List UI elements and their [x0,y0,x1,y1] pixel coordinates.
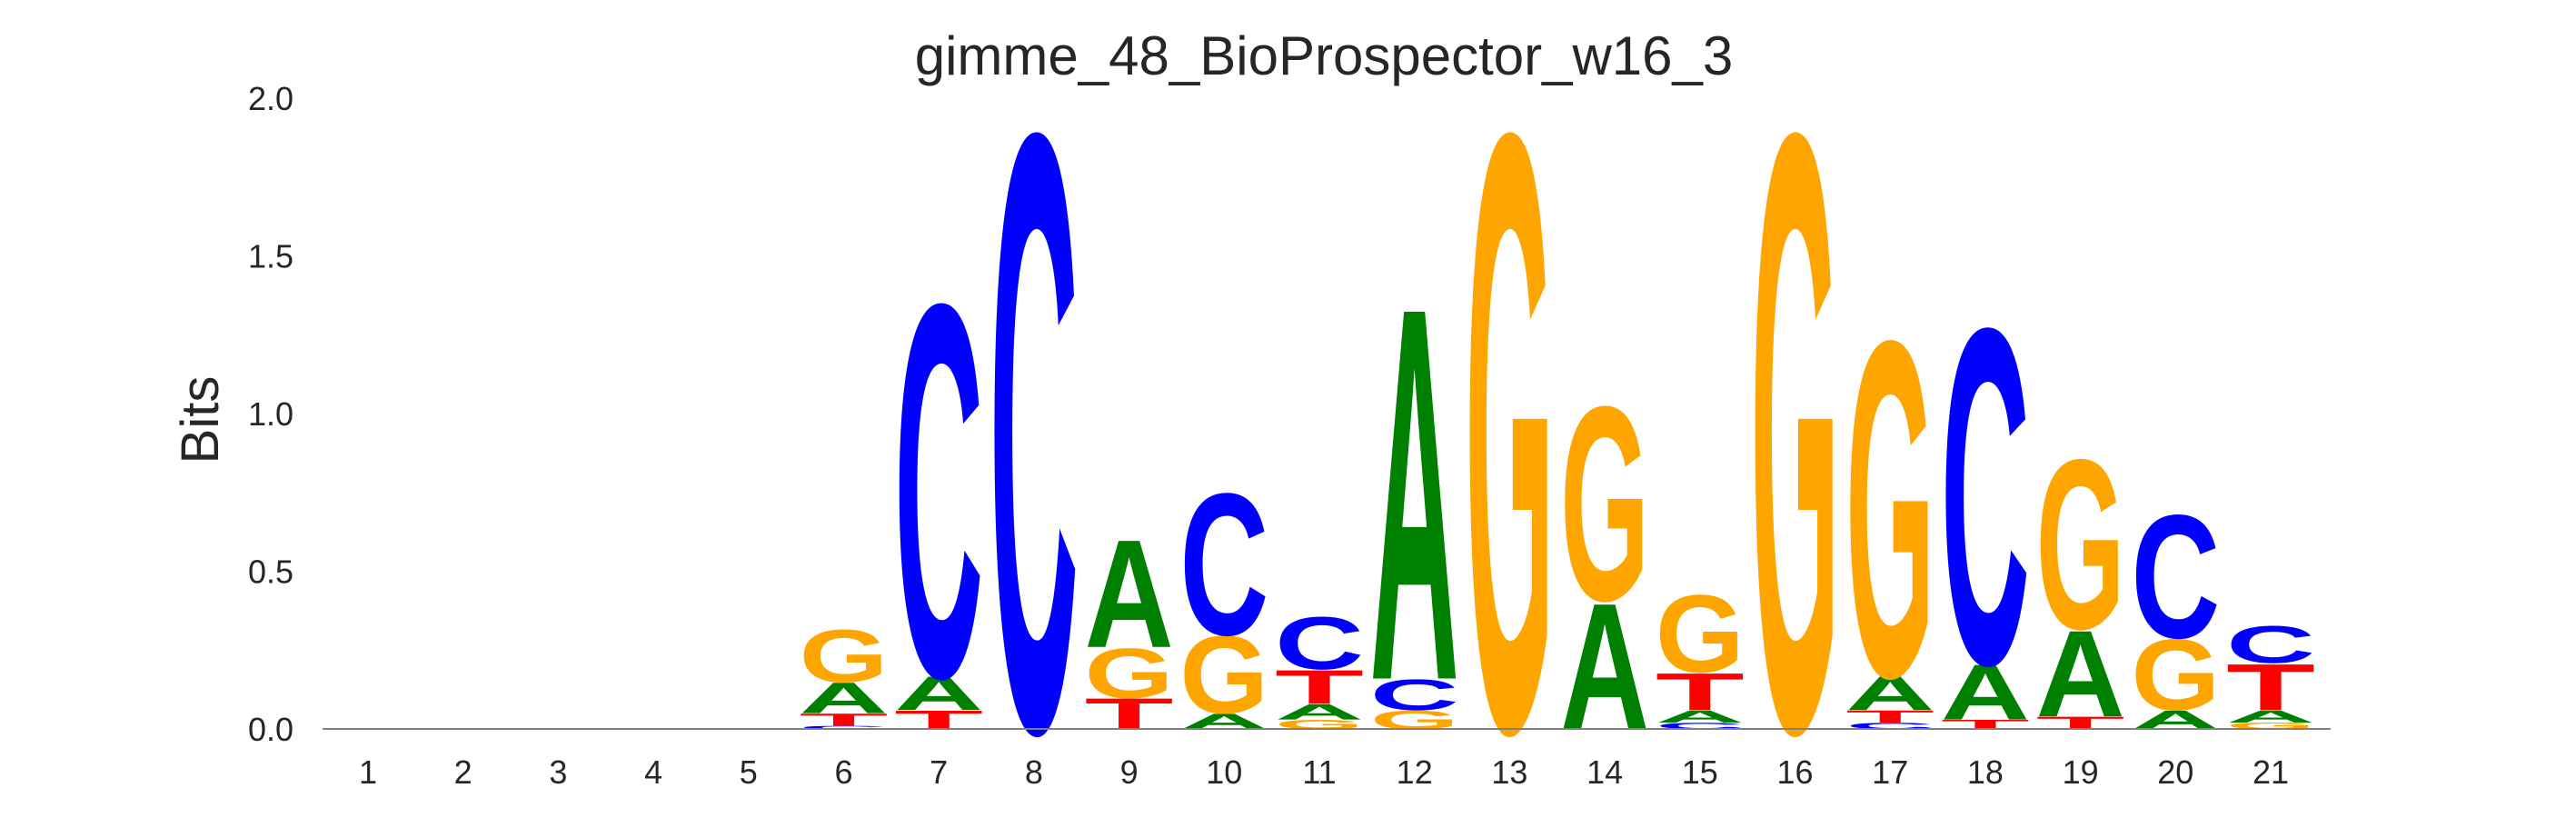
x-tick-label: 5 [740,753,758,791]
logo-letter-t: T [1085,690,1174,739]
x-tick-label: 3 [549,753,567,791]
logo-letter-a: A [1845,666,1934,720]
logo-letter-c: C [2226,615,2315,674]
logo-letter-g: G [1085,634,1174,713]
x-tick-label: 17 [1872,753,1908,791]
x-tick-label: 13 [1491,753,1527,791]
x-tick-label: 7 [930,753,948,791]
logo-letter-c: C [1179,452,1268,678]
x-tick-label: 4 [644,753,662,791]
x-tick-label: 10 [1206,753,1242,791]
y-tick-label: 1.0 [248,395,293,433]
y-axis-label: Bits [171,376,230,464]
logo-letter-g: G [2036,410,2125,681]
logo-letter-g: G [1560,350,1649,659]
x-tick-label: 9 [1120,753,1139,791]
x-tick-label: 19 [2063,753,2099,791]
x-tick-label: 1 [359,753,377,791]
logo-letter-g: G [1465,0,1554,818]
x-tick-label: 6 [834,753,852,791]
x-tick-label: 8 [1025,753,1043,791]
logo-column: G [1465,0,1554,818]
logo-letter-a: A [1941,649,2030,737]
logo-letter-t: T [800,710,889,730]
x-axis-ticks: 1 2 3 4 5 6 7 8 9 10 11 12 13 14 15 16 17 18 19 20 21 [359,753,2289,791]
x-tick-label: 12 [1397,753,1433,791]
x-tick-label: 2 [454,753,472,791]
logo-letter-a: A [2226,706,2315,726]
x-tick-label: 11 [1302,753,1336,791]
logo-letter-c: C [894,195,983,789]
logo-column: TAC [894,195,983,789]
y-tick-label: 2.0 [248,80,293,117]
logo-letter-g: G [2226,721,2315,731]
logo-letter-g: G [1845,242,1934,778]
logo-letter-t: T [1656,663,1745,722]
logo-column: TAG [2036,410,2125,743]
y-tick-label: 1.5 [248,238,293,275]
logo-letter-c: C [1845,721,1934,731]
logo-letter-c: C [990,0,1079,818]
logo-letter-t: T [1275,661,1364,714]
logo-letter-g: G [2131,619,2220,733]
logo-letter-t: T [2036,713,2125,733]
logo-letter-a: A [1560,566,1649,768]
logo-letter-a: A [1370,197,1459,792]
logo-column: GCA [1370,197,1459,792]
x-tick-label: 21 [2253,753,2289,791]
chart-title: gimme_48_BioProspector_w16_3 [915,25,1734,86]
logo-column: TAC [1941,228,2030,764]
logo-letter-a: A [2036,604,2125,743]
logo-letter-c: C [1370,670,1459,719]
logo-letter-a: A [1085,507,1174,680]
logo-column: TGA [1085,507,1174,738]
y-tick-label: 0.0 [248,711,293,748]
y-axis-ticks: 0.0 0.5 1.0 1.5 2.0 [248,80,293,748]
logo-letter-g: G [1179,614,1268,737]
logo-letter-c: C [800,725,889,730]
logo-letter-a: A [800,673,889,723]
logo-letter-t: T [2226,651,2315,724]
logo-letter-c: C [2131,480,2220,675]
logo-letter-c: C [1941,228,2030,764]
logo-letter-g: G [800,614,889,698]
logo-column: AGC [2131,480,2220,735]
x-tick-label: 20 [2157,753,2193,791]
y-tick-label: 0.5 [248,554,293,591]
logo-letter-a: A [894,666,983,720]
logo-letter-c: C [1275,601,1364,684]
logo-column: G [1751,0,1840,818]
x-tick-label: 16 [1776,753,1813,791]
x-tick-label: 15 [1682,753,1718,791]
logo-letter-c: C [1656,721,1745,731]
logo-letter-a: A [1275,700,1364,724]
x-tick-label: 18 [1967,753,2004,791]
logo-letter-g: G [1751,0,1840,818]
logo-letter-t: T [1845,707,1934,727]
logo-column: AGC [1179,452,1268,737]
logo-column: AG [1560,350,1649,768]
logo-column: C [990,0,1079,818]
logo-letter-g: G [1656,574,1745,696]
logo-letter-a: A [1656,706,1745,726]
x-tick-label: 14 [1586,753,1623,791]
